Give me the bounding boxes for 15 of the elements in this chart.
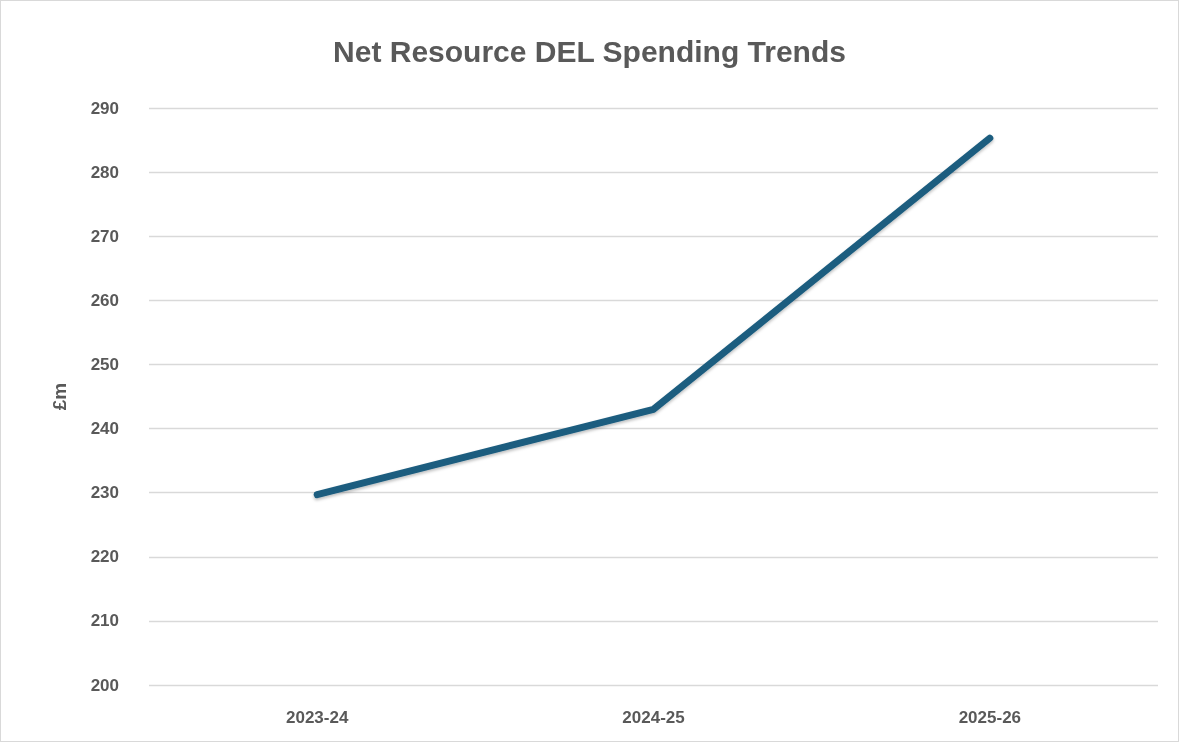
y-tick-label: 250	[90, 354, 119, 374]
y-tick-label: 260	[90, 290, 119, 310]
y-axis-title: £m	[49, 382, 70, 411]
x-tick-label: 2025-26	[958, 708, 1022, 727]
chart-title: Net Resource DEL Spending Trends	[333, 34, 846, 68]
y-tick-label: 230	[90, 483, 119, 503]
x-tick-label: 2023-24	[285, 708, 349, 727]
y-tick-label: 210	[90, 611, 119, 631]
y-tick-label: 290	[90, 98, 119, 118]
y-tick-label: 280	[90, 162, 119, 182]
y-tick-label: 220	[90, 547, 119, 567]
y-tick-label: 240	[90, 419, 119, 439]
x-tick-label: 2024-25	[622, 708, 685, 727]
y-tick-label: 200	[90, 675, 119, 695]
y-tick-label: 270	[90, 226, 119, 246]
